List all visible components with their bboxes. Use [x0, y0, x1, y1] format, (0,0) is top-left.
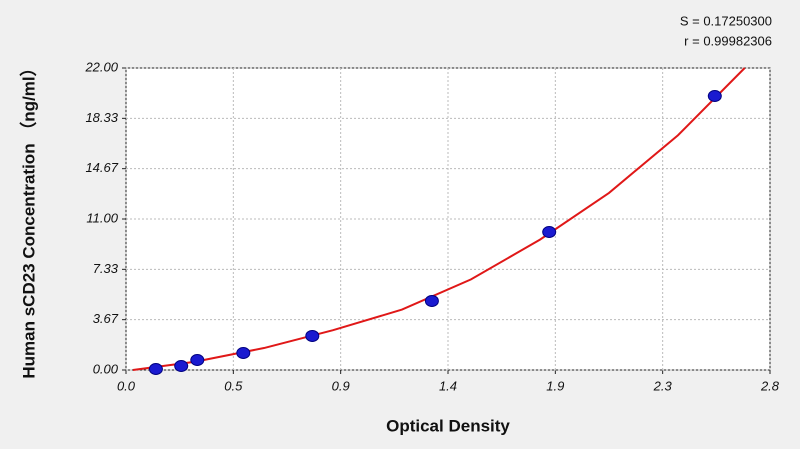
- data-point: [542, 226, 557, 239]
- data-point: [424, 294, 439, 307]
- data-point: [707, 90, 722, 103]
- fit-curve: [132, 67, 746, 371]
- data-point: [236, 346, 251, 359]
- y-axis-title: Human sCD23 Concentration （ng/ml）: [18, 59, 38, 378]
- y-tick-label: 11.00: [86, 210, 118, 225]
- annotation: S = 0.17250300: [680, 13, 772, 28]
- data-point: [174, 360, 189, 373]
- y-tick-label: 7.33: [93, 261, 119, 276]
- x-axis-title: Optical Density: [386, 416, 510, 435]
- data-point: [305, 329, 320, 342]
- y-tick-label: 18.33: [85, 110, 118, 125]
- data-point: [148, 363, 163, 376]
- x-tick-label: 2.3: [653, 378, 673, 393]
- annotation: r = 0.99982306: [684, 33, 772, 48]
- x-tick-label: 1.9: [546, 378, 564, 393]
- x-tick-label: 1.4: [439, 378, 457, 393]
- data-point: [190, 353, 205, 366]
- y-tick-label: 22.00: [84, 59, 118, 74]
- x-tick-label: 0.5: [224, 378, 243, 393]
- y-tick-label: 14.67: [85, 160, 118, 175]
- y-tick-label: 0.00: [93, 361, 119, 376]
- x-tick-label: 0.9: [332, 378, 350, 393]
- x-tick-label: 0.0: [117, 378, 136, 393]
- x-tick-label: 2.8: [760, 378, 780, 393]
- y-tick-label: 3.67: [93, 311, 119, 326]
